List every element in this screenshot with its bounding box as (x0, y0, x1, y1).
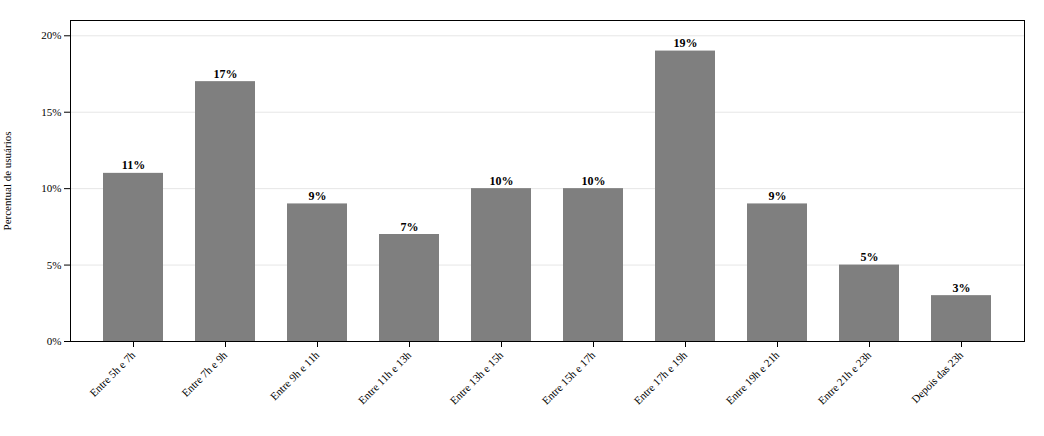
svg-text:7%: 7% (401, 220, 419, 234)
svg-text:15%: 15% (41, 106, 61, 118)
svg-text:5%: 5% (47, 259, 62, 271)
svg-text:Entre 17h e 19h: Entre 17h e 19h (631, 348, 689, 406)
svg-text:9%: 9% (769, 189, 787, 203)
svg-text:Entre 7h e 9h: Entre 7h e 9h (179, 348, 230, 399)
svg-text:9%: 9% (309, 189, 327, 203)
svg-text:19%: 19% (674, 36, 698, 50)
svg-text:10%: 10% (41, 182, 61, 194)
svg-text:Entre 21h e 23h: Entre 21h e 23h (815, 348, 873, 406)
svg-text:Entre 13h e 15h: Entre 13h e 15h (447, 348, 505, 406)
svg-text:0%: 0% (47, 335, 62, 347)
svg-text:10%: 10% (490, 174, 514, 188)
svg-text:Entre 15h e 17h: Entre 15h e 17h (539, 348, 597, 406)
svg-text:Entre 11h e 13h: Entre 11h e 13h (356, 348, 414, 406)
svg-text:5%: 5% (861, 250, 879, 264)
svg-text:10%: 10% (582, 174, 606, 188)
svg-text:Percentual de usuários: Percentual de usuários (1, 132, 13, 231)
svg-text:11%: 11% (122, 158, 145, 172)
svg-text:Depois das 23h: Depois das 23h (909, 348, 966, 405)
svg-text:3%: 3% (953, 281, 971, 295)
svg-text:Entre 5h e 7h: Entre 5h e 7h (87, 348, 138, 399)
svg-text:17%: 17% (214, 67, 238, 81)
svg-text:Entre 9h e 11h: Entre 9h e 11h (268, 348, 322, 402)
svg-text:20%: 20% (41, 29, 61, 41)
svg-text:Entre 19h e 21h: Entre 19h e 21h (723, 348, 781, 406)
